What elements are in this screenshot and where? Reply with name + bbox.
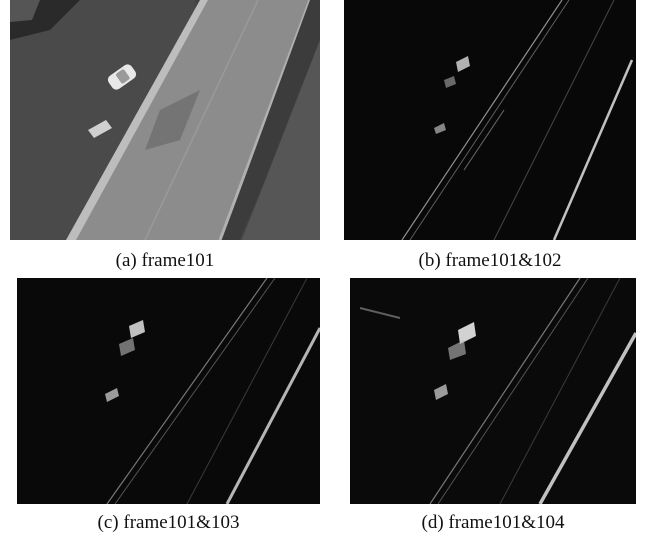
figure: (a) frame101 (b) frame101&102 (c) frame1… — [0, 0, 646, 536]
image-diff — [350, 278, 636, 504]
image-diff — [344, 0, 636, 240]
image-frame — [10, 0, 320, 240]
caption: (d) frame101&104 — [350, 512, 636, 534]
image-diff — [17, 278, 320, 504]
caption: (a) frame101 — [10, 250, 320, 272]
caption: (b) frame101&102 — [344, 250, 636, 272]
caption: (c) frame101&103 — [17, 512, 320, 534]
